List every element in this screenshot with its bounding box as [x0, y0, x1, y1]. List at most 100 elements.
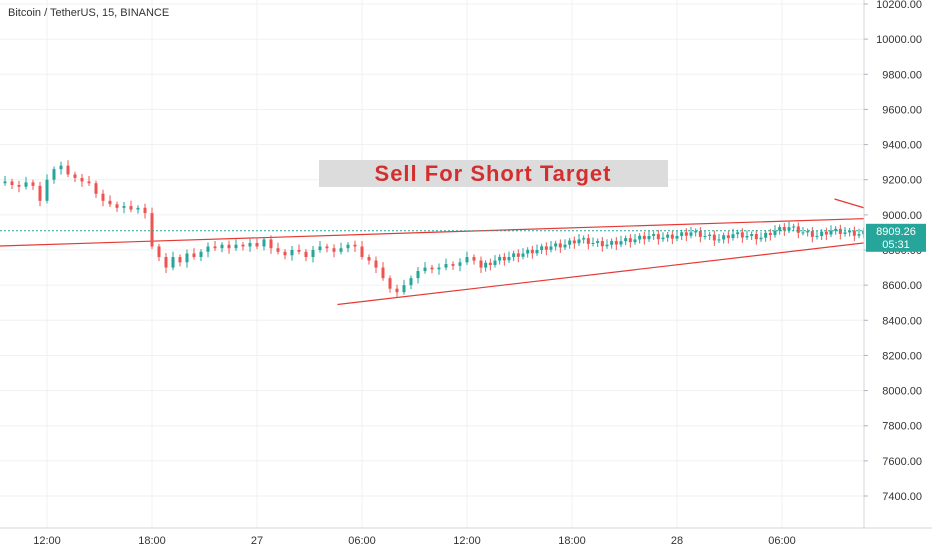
candle-body	[671, 235, 674, 239]
candle-body	[652, 234, 655, 236]
candle-body	[137, 208, 140, 210]
candle-body	[494, 261, 497, 265]
candle-body	[151, 213, 154, 246]
candle-body	[445, 264, 448, 268]
candle-body	[582, 238, 585, 239]
candle-body	[685, 232, 688, 235]
trendline[interactable]	[0, 210, 932, 249]
candle-body	[522, 254, 525, 257]
candle-body	[564, 245, 567, 248]
candle-body	[825, 232, 828, 235]
candle-body	[389, 278, 392, 289]
price-tick-label: 8200.00	[882, 350, 922, 362]
candle-body	[858, 234, 861, 236]
candle-body	[284, 252, 287, 256]
candle-body	[291, 250, 294, 255]
candle-body	[713, 235, 716, 241]
candle-body	[67, 166, 70, 175]
candle-body	[410, 278, 413, 285]
candle-body	[200, 252, 203, 257]
candle-body	[601, 241, 604, 246]
candle-body	[666, 235, 669, 238]
grid	[0, 0, 864, 528]
candle-body	[760, 238, 763, 240]
bar-countdown: 05:31	[882, 239, 910, 251]
candle-body	[750, 234, 753, 236]
candle-body	[165, 257, 168, 268]
candle-body	[680, 232, 683, 236]
candle-body	[526, 250, 529, 254]
candle-body	[424, 268, 427, 272]
candle-body	[788, 227, 791, 230]
candle-body	[480, 261, 483, 268]
candle-body	[704, 236, 707, 237]
candle-body	[802, 232, 805, 233]
time-tick-label: 12:00	[33, 535, 61, 547]
candle-body	[452, 264, 455, 266]
annotation-box[interactable]: Sell For Short Target	[319, 160, 668, 187]
candle-body	[130, 206, 133, 210]
candle-body	[536, 250, 539, 253]
candle-body	[820, 232, 823, 236]
price-tick-label: 8400.00	[882, 315, 922, 327]
candle-body	[305, 252, 308, 257]
candle-body	[615, 241, 618, 244]
candle-body	[797, 226, 800, 232]
price-tick-label: 7600.00	[882, 456, 922, 468]
candle-body	[466, 257, 469, 262]
time-tick-label: 06:00	[348, 535, 376, 547]
candle-body	[109, 201, 112, 205]
candle-body	[123, 206, 126, 208]
candle-body	[333, 248, 336, 252]
candle-body	[699, 231, 702, 237]
candle-body	[643, 236, 646, 239]
candle-body	[25, 182, 28, 186]
candle-body	[634, 239, 637, 242]
candle-body	[347, 245, 350, 249]
candle-body	[354, 245, 357, 247]
candle-body	[53, 169, 56, 180]
candle-body	[694, 231, 697, 232]
candle-body	[88, 181, 91, 183]
candle-body	[662, 238, 665, 240]
price-tick-label: 8600.00	[882, 280, 922, 292]
candle-body	[396, 289, 399, 293]
candle-body	[568, 241, 571, 245]
price-tick-label: 7400.00	[882, 491, 922, 503]
candle-body	[769, 233, 772, 235]
candle-body	[741, 232, 744, 237]
time-tick-label: 28	[671, 535, 683, 547]
candle-body	[573, 241, 576, 244]
candle-body	[839, 229, 842, 234]
time-tick-label: 18:00	[558, 535, 586, 547]
price-tick-label: 9000.00	[882, 210, 922, 222]
candle-body	[732, 234, 735, 238]
candle-body	[718, 239, 721, 240]
candle-body	[277, 248, 280, 252]
candle-body	[578, 239, 581, 243]
time-tick-label: 27	[251, 535, 263, 547]
price-tick-label: 8000.00	[882, 386, 922, 398]
candle-body	[368, 257, 371, 261]
candle-body	[778, 227, 781, 231]
candle-body	[690, 232, 693, 235]
candle-body	[375, 261, 378, 268]
candle-body	[46, 180, 49, 201]
candle-body	[498, 257, 501, 261]
candle-body	[816, 236, 819, 237]
last-price-value: 8909.26	[876, 226, 916, 238]
candle-body	[158, 246, 161, 257]
candle-body	[249, 243, 252, 247]
candle-body	[312, 250, 315, 257]
candle-body	[517, 253, 520, 256]
candle-body	[382, 268, 385, 279]
trendline[interactable]	[338, 210, 932, 305]
candle-body	[596, 241, 599, 243]
candle-body	[221, 245, 224, 249]
candle-body	[853, 231, 856, 236]
candle-body	[657, 234, 660, 239]
candle-body	[459, 262, 462, 266]
candle-body	[620, 241, 623, 244]
